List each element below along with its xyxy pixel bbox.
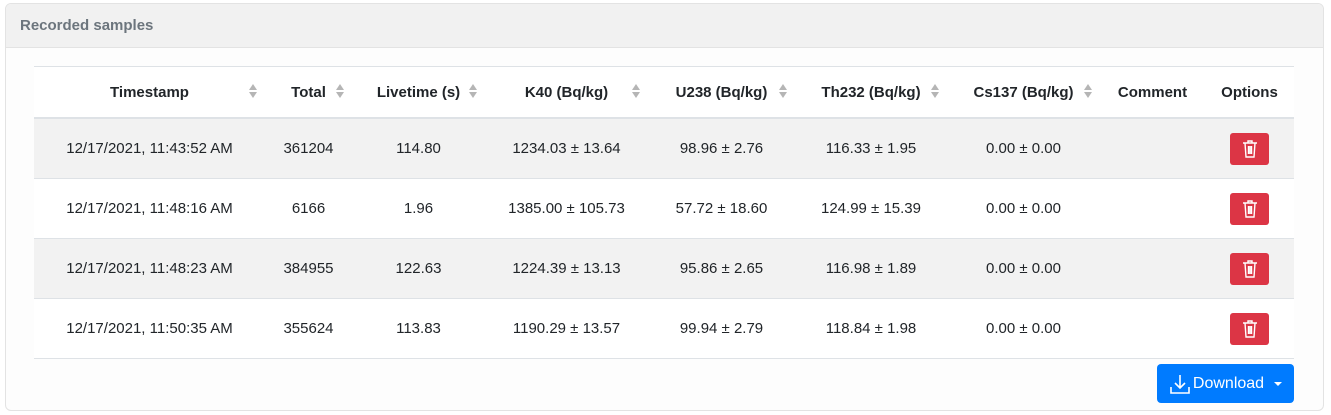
table-cell: 124.99 ± 15.39	[795, 178, 947, 239]
table-cell: 361204	[265, 118, 352, 179]
options-cell	[1205, 118, 1294, 179]
table-row: 12/17/2021, 11:48:23 AM 384955 122.63 1224.…	[34, 238, 1294, 299]
sort-icon[interactable]	[469, 84, 477, 98]
table-row: 12/17/2021, 11:48:16 AM 6166 1.96 1385.00 ±…	[34, 178, 1294, 239]
sort-icon[interactable]	[249, 84, 257, 98]
table-cell	[1100, 178, 1205, 239]
table-cell: 1234.03 ± 13.64	[485, 118, 648, 179]
delete-button[interactable]	[1230, 132, 1269, 165]
column-header-timestamp[interactable]: Timestamp	[34, 66, 265, 119]
table-cell: 95.86 ± 2.65	[648, 238, 795, 299]
column-label: K40 (Bq/kg)	[524, 83, 609, 101]
trash-icon	[1242, 199, 1257, 218]
table-cell: 12/17/2021, 11:50:35 AM	[34, 298, 265, 359]
options-cell	[1205, 238, 1294, 299]
column-header-comment: Comment	[1100, 66, 1205, 119]
table-cell: 12/17/2021, 11:48:23 AM	[34, 238, 265, 299]
table-cell: 116.33 ± 1.95	[795, 118, 947, 179]
delete-button[interactable]	[1230, 192, 1269, 225]
table-cell: 114.80	[352, 118, 485, 179]
sort-icon[interactable]	[632, 84, 640, 98]
sort-icon[interactable]	[779, 84, 787, 98]
table-cell: 99.94 ± 2.79	[648, 298, 795, 359]
table-cell: 57.72 ± 18.60	[648, 178, 795, 239]
card-title: Recorded samples	[6, 4, 1323, 48]
table-cell: 118.84 ± 1.98	[795, 298, 947, 359]
column-label: Timestamp	[110, 83, 189, 101]
table-cell: 122.63	[352, 238, 485, 299]
delete-button[interactable]	[1230, 252, 1269, 285]
options-cell	[1205, 298, 1294, 359]
column-header-cs137-bq-kg[interactable]: Cs137 (Bq/kg)	[947, 66, 1100, 119]
table-cell: 0.00 ± 0.00	[947, 298, 1100, 359]
table-cell: 113.83	[352, 298, 485, 359]
column-header-options: Options	[1205, 66, 1294, 119]
samples-table: Timestamp Total Livetime (s) K40 (Bq/kg) U23…	[34, 66, 1294, 359]
table-row: 12/17/2021, 11:50:35 AM 355624 113.83 1190.…	[34, 298, 1294, 359]
delete-button[interactable]	[1230, 312, 1269, 345]
column-label: Options	[1221, 83, 1278, 101]
column-label: Cs137 (Bq/kg)	[973, 83, 1074, 101]
table-cell: 1.96	[352, 178, 485, 239]
table-row: 12/17/2021, 11:43:52 AM 361204 114.80 1234.…	[34, 118, 1294, 179]
recorded-samples-card: Recorded samples Timestamp Total Livetime …	[5, 3, 1324, 411]
trash-icon	[1242, 319, 1257, 338]
download-label: Download	[1192, 374, 1265, 392]
column-header-th232-bq-kg[interactable]: Th232 (Bq/kg)	[795, 66, 947, 119]
table-cell: 384955	[265, 238, 352, 299]
table-cell: 116.98 ± 1.89	[795, 238, 947, 299]
table-cell: 0.00 ± 0.00	[947, 238, 1100, 299]
download-button[interactable]: Download	[1157, 364, 1294, 403]
sort-icon[interactable]	[931, 84, 939, 98]
table-cell: 1385.00 ± 105.73	[485, 178, 648, 239]
column-header-u238-bq-kg[interactable]: U238 (Bq/kg)	[648, 66, 795, 119]
table-cell: 0.00 ± 0.00	[947, 118, 1100, 179]
sort-icon[interactable]	[336, 84, 344, 98]
column-header-k40-bq-kg[interactable]: K40 (Bq/kg)	[485, 66, 648, 119]
table-cell: 1190.29 ± 13.57	[485, 298, 648, 359]
table-cell: 98.96 ± 2.76	[648, 118, 795, 179]
table-cell	[1100, 238, 1205, 299]
table-cell: 12/17/2021, 11:48:16 AM	[34, 178, 265, 239]
options-cell	[1205, 178, 1294, 239]
table-cell: 12/17/2021, 11:43:52 AM	[34, 118, 265, 179]
column-label: U238 (Bq/kg)	[675, 83, 768, 101]
trash-icon	[1242, 259, 1257, 278]
table-cell: 6166	[265, 178, 352, 239]
column-label: Th232 (Bq/kg)	[821, 83, 921, 101]
column-header-total[interactable]: Total	[265, 66, 352, 119]
column-header-livetime-s[interactable]: Livetime (s)	[352, 66, 485, 119]
table-cell: 0.00 ± 0.00	[947, 178, 1100, 239]
table-cell	[1100, 298, 1205, 359]
column-label: Livetime (s)	[376, 83, 461, 101]
table-cell: 355624	[265, 298, 352, 359]
caret-down-icon	[1274, 381, 1283, 386]
column-label: Total	[291, 83, 326, 101]
sort-icon[interactable]	[1084, 84, 1092, 98]
column-label: Comment	[1117, 83, 1188, 101]
table-cell	[1100, 118, 1205, 179]
table-cell: 1224.39 ± 13.13	[485, 238, 648, 299]
trash-icon	[1242, 139, 1257, 158]
download-icon	[1170, 374, 1190, 394]
